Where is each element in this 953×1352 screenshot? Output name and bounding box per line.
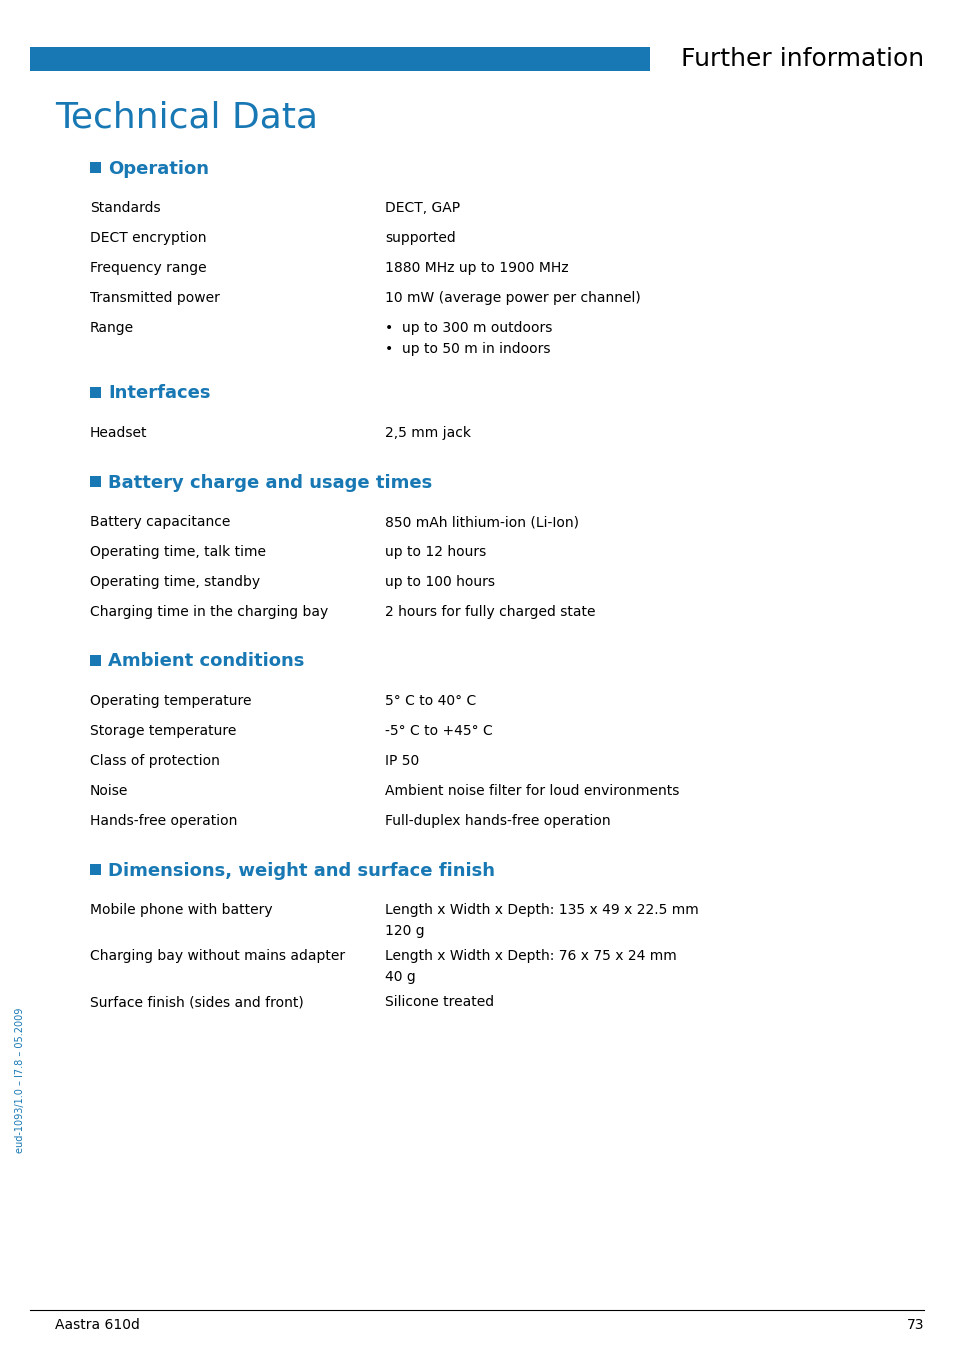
Text: 10 mW (average power per channel): 10 mW (average power per channel) bbox=[385, 291, 640, 306]
Text: Length x Width x Depth: 76 x 75 x 24 mm
40 g: Length x Width x Depth: 76 x 75 x 24 mm … bbox=[385, 949, 676, 984]
Text: Mobile phone with battery: Mobile phone with battery bbox=[90, 903, 273, 917]
Text: Operating temperature: Operating temperature bbox=[90, 694, 252, 708]
Text: Storage temperature: Storage temperature bbox=[90, 725, 236, 738]
Text: Headset: Headset bbox=[90, 426, 148, 439]
Text: supported: supported bbox=[385, 231, 456, 245]
Text: •  up to 300 m outdoors
•  up to 50 m in indoors: • up to 300 m outdoors • up to 50 m in i… bbox=[385, 320, 552, 356]
Text: Transmitted power: Transmitted power bbox=[90, 291, 219, 306]
Text: 73: 73 bbox=[905, 1318, 923, 1332]
Text: eud-1093/1.0 – I7.8 – 05.2009: eud-1093/1.0 – I7.8 – 05.2009 bbox=[15, 1007, 25, 1153]
Text: Ambient conditions: Ambient conditions bbox=[108, 653, 304, 671]
Text: 5° C to 40° C: 5° C to 40° C bbox=[385, 694, 476, 708]
Text: Operation: Operation bbox=[108, 160, 209, 177]
Text: DECT, GAP: DECT, GAP bbox=[385, 201, 459, 215]
Text: up to 100 hours: up to 100 hours bbox=[385, 575, 495, 589]
Bar bbox=[90, 387, 101, 397]
Bar bbox=[30, 47, 649, 72]
Text: Battery capacitance: Battery capacitance bbox=[90, 515, 230, 529]
Text: 2,5 mm jack: 2,5 mm jack bbox=[385, 426, 471, 439]
Text: Battery charge and usage times: Battery charge and usage times bbox=[108, 473, 432, 492]
Text: Full-duplex hands-free operation: Full-duplex hands-free operation bbox=[385, 814, 610, 827]
Text: Operating time, talk time: Operating time, talk time bbox=[90, 545, 266, 558]
Text: Class of protection: Class of protection bbox=[90, 754, 219, 768]
Text: Surface finish (sides and front): Surface finish (sides and front) bbox=[90, 995, 303, 1009]
Bar bbox=[90, 654, 101, 667]
Text: Hands-free operation: Hands-free operation bbox=[90, 814, 237, 827]
Text: 2 hours for fully charged state: 2 hours for fully charged state bbox=[385, 604, 595, 619]
Text: Further information: Further information bbox=[680, 47, 923, 72]
Text: Aastra 610d: Aastra 610d bbox=[55, 1318, 140, 1332]
Text: Ambient noise filter for loud environments: Ambient noise filter for loud environmen… bbox=[385, 784, 679, 798]
Bar bbox=[90, 864, 101, 875]
Text: Frequency range: Frequency range bbox=[90, 261, 207, 274]
Text: Length x Width x Depth: 135 x 49 x 22.5 mm
120 g: Length x Width x Depth: 135 x 49 x 22.5 … bbox=[385, 903, 698, 937]
Text: IP 50: IP 50 bbox=[385, 754, 418, 768]
Bar bbox=[90, 162, 101, 173]
Text: Standards: Standards bbox=[90, 201, 160, 215]
Text: Dimensions, weight and surface finish: Dimensions, weight and surface finish bbox=[108, 861, 495, 880]
Text: Interfaces: Interfaces bbox=[108, 384, 211, 403]
Text: 850 mAh lithium-ion (Li-Ion): 850 mAh lithium-ion (Li-Ion) bbox=[385, 515, 578, 529]
Text: Charging bay without mains adapter: Charging bay without mains adapter bbox=[90, 949, 345, 963]
Text: Noise: Noise bbox=[90, 784, 129, 798]
Text: Silicone treated: Silicone treated bbox=[385, 995, 494, 1009]
Text: Range: Range bbox=[90, 320, 134, 335]
Text: Operating time, standby: Operating time, standby bbox=[90, 575, 260, 589]
Text: DECT encryption: DECT encryption bbox=[90, 231, 206, 245]
Text: -5° C to +45° C: -5° C to +45° C bbox=[385, 725, 493, 738]
Bar bbox=[90, 476, 101, 487]
Text: 1880 MHz up to 1900 MHz: 1880 MHz up to 1900 MHz bbox=[385, 261, 568, 274]
Text: Charging time in the charging bay: Charging time in the charging bay bbox=[90, 604, 328, 619]
Text: up to 12 hours: up to 12 hours bbox=[385, 545, 486, 558]
Text: Technical Data: Technical Data bbox=[55, 100, 317, 134]
